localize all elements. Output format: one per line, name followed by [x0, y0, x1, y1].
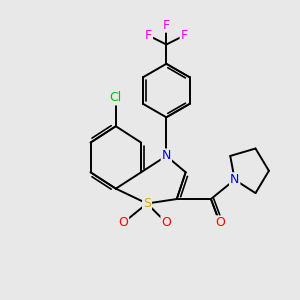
Text: O: O	[161, 216, 171, 229]
Text: F: F	[163, 19, 170, 32]
Text: O: O	[215, 216, 225, 229]
Text: Cl: Cl	[110, 92, 122, 104]
Text: F: F	[181, 29, 188, 42]
Text: O: O	[118, 216, 128, 229]
Text: N: N	[162, 149, 171, 162]
Text: N: N	[230, 173, 239, 186]
Text: F: F	[145, 29, 152, 42]
Text: S: S	[143, 197, 151, 210]
